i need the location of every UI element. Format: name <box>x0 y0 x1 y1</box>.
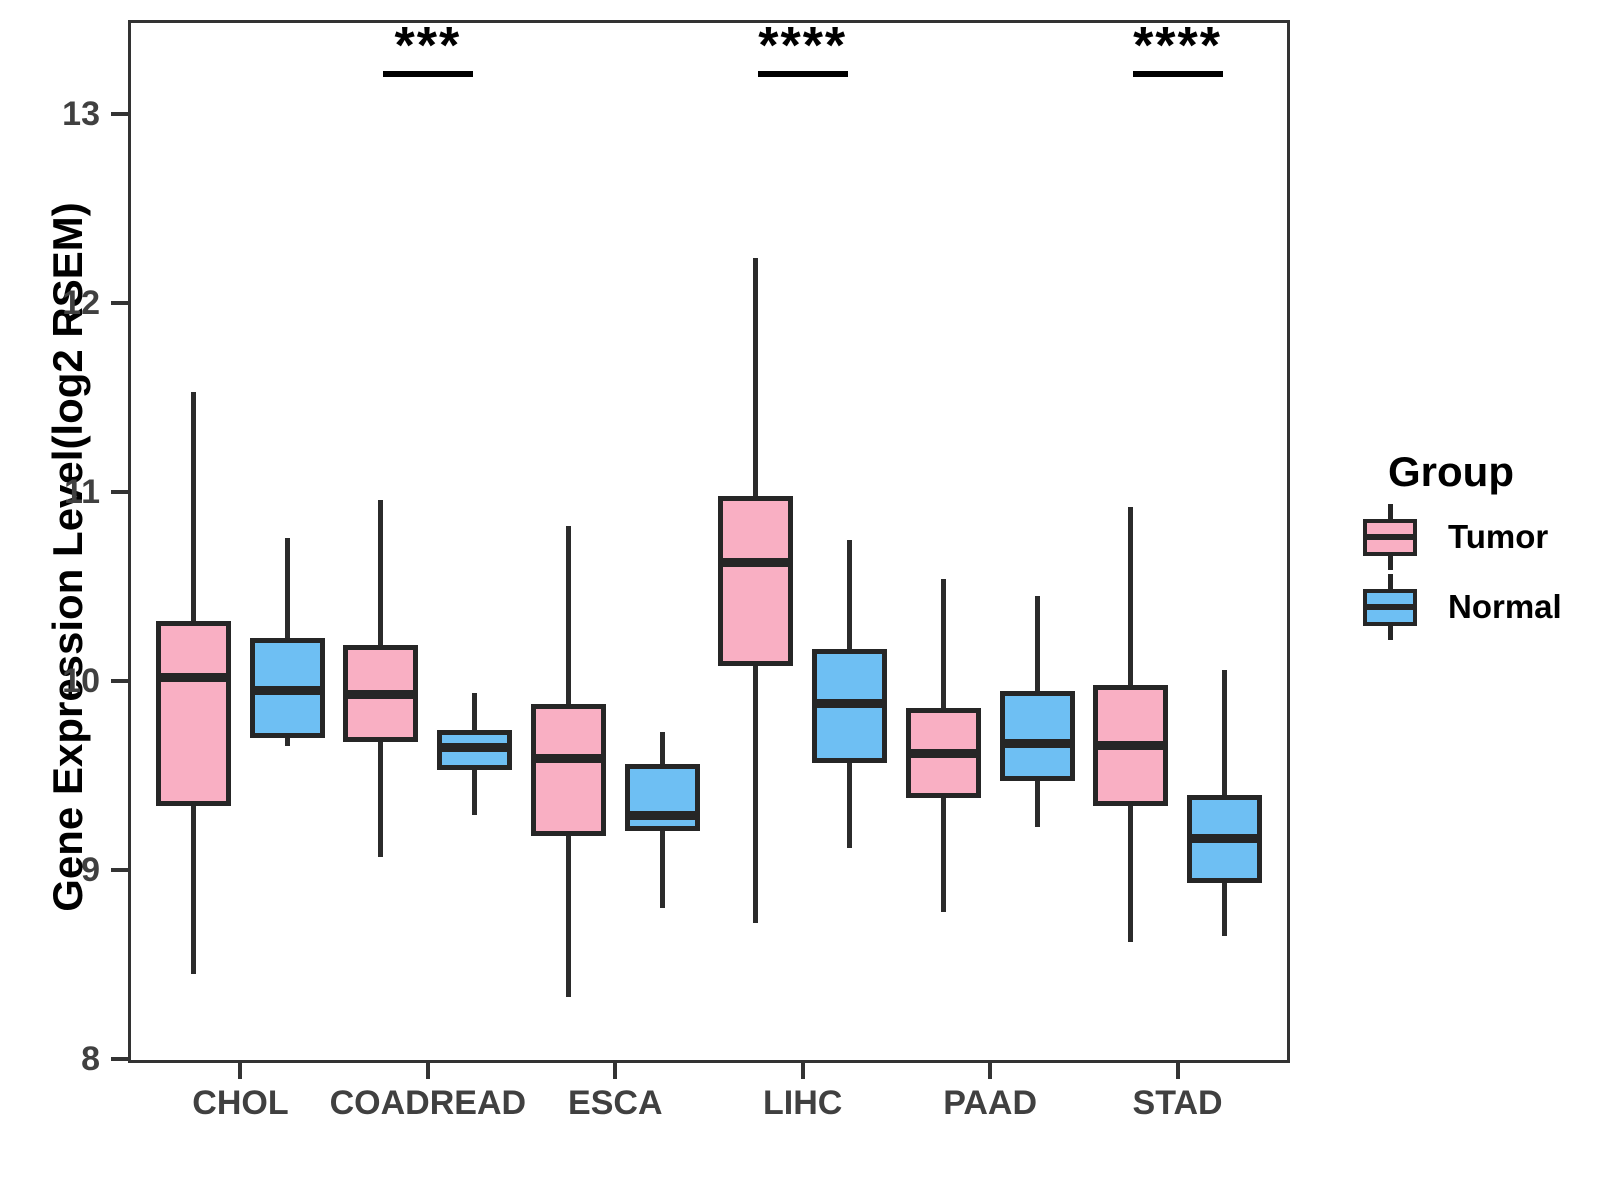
significance-stars-lihc: **** <box>758 17 848 75</box>
significance-stars-stad: **** <box>1133 17 1223 75</box>
legend-key-median <box>1363 604 1417 610</box>
box-normal-esca <box>624 764 700 831</box>
x-tick-mark <box>1175 1063 1180 1079</box>
y-axis-title: Gene Expression Level(log2 RSEM) <box>44 202 91 912</box>
y-tick-mark <box>111 679 128 684</box>
y-tick-label: 9 <box>81 851 100 890</box>
y-tick-label: 12 <box>62 284 100 323</box>
legend-key-tumor <box>1360 504 1420 570</box>
box-median <box>905 748 981 758</box>
significance-bar-coadread <box>382 71 473 77</box>
y-tick-label: 8 <box>81 1040 100 1079</box>
significance-bar-stad <box>1132 71 1223 77</box>
x-tick-label: STAD <box>1132 1084 1223 1122</box>
box-median <box>624 810 700 820</box>
box-median <box>1093 741 1169 751</box>
y-tick-mark <box>111 112 128 117</box>
box-median <box>718 557 794 567</box>
y-tick-label: 11 <box>64 473 100 512</box>
x-tick-mark <box>425 1063 430 1079</box>
legend-title: Group <box>1388 448 1514 495</box>
box-tumor-chol <box>155 620 231 806</box>
x-tick-label: LIHC <box>763 1084 843 1122</box>
y-tick-mark <box>111 490 128 495</box>
y-tick-mark <box>111 868 128 873</box>
x-tick-label: COADREAD <box>329 1084 527 1122</box>
x-tick-mark <box>613 1063 618 1079</box>
legend-key-median <box>1363 534 1417 540</box>
box-median <box>437 742 513 752</box>
y-tick-label: 10 <box>62 662 100 701</box>
x-tick-label: PAAD <box>943 1084 1038 1122</box>
legend-label-tumor: Tumor <box>1448 518 1549 555</box>
legend-label-normal: Normal <box>1448 588 1562 625</box>
plot-panel <box>128 20 1290 1063</box>
box-median <box>812 699 888 709</box>
box-median <box>999 739 1075 749</box>
x-tick-label: ESCA <box>568 1084 663 1122</box>
significance-stars-coadread: *** <box>394 17 462 75</box>
x-tick-mark <box>238 1063 243 1079</box>
box-median <box>155 673 231 683</box>
box-median <box>530 754 606 764</box>
y-tick-label: 13 <box>62 95 100 134</box>
x-tick-mark <box>988 1063 993 1079</box>
box-tumor-lihc <box>718 496 794 667</box>
box-median <box>343 690 419 700</box>
box-median <box>1187 833 1263 843</box>
legend-key-normal <box>1360 574 1420 640</box>
box-tumor-esca <box>530 703 606 837</box>
significance-bar-lihc <box>757 71 848 77</box>
x-tick-mark <box>800 1063 805 1079</box>
x-tick-label: CHOL <box>192 1084 289 1122</box>
y-tick-mark <box>111 301 128 306</box>
box-normal-paad <box>999 690 1075 782</box>
box-median <box>249 686 325 696</box>
y-tick-mark <box>111 1057 128 1062</box>
